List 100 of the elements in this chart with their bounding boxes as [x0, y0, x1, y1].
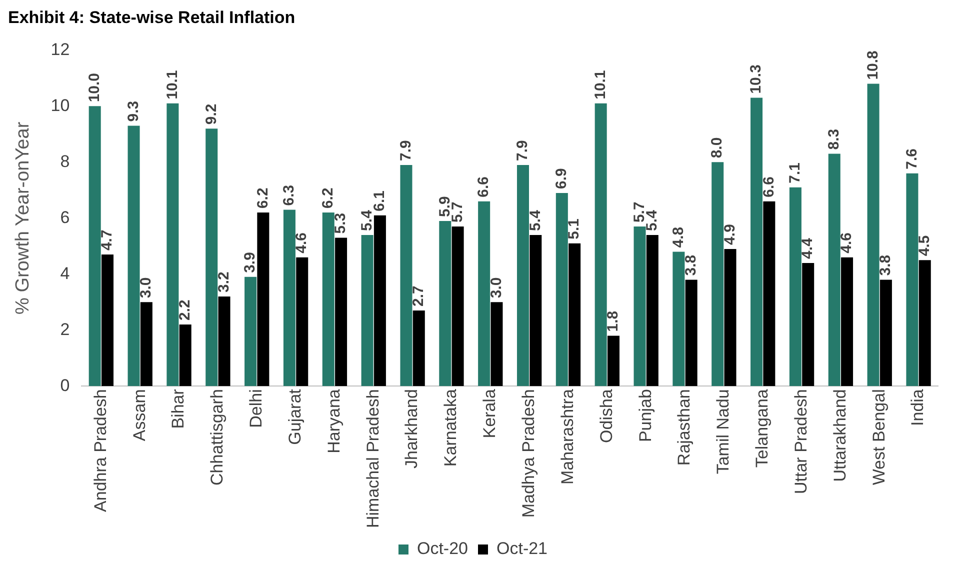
data-label: 3.8 — [682, 254, 700, 276]
data-label: 5.7 — [448, 202, 466, 223]
data-label: 4.7 — [98, 230, 116, 251]
data-label: 3.0 — [138, 277, 155, 298]
y-tick-label: 0 — [60, 376, 70, 395]
bar — [516, 164, 529, 386]
x-tick-label: Uttar Pradesh — [791, 389, 810, 494]
x-tick-label: Odisha — [596, 388, 616, 443]
data-label: 6.1 — [371, 190, 388, 212]
bar — [361, 234, 374, 386]
bar — [322, 212, 334, 386]
data-label: 4.4 — [799, 237, 816, 259]
x-tick-label: Gujarat — [285, 388, 304, 445]
data-label: 7.9 — [514, 140, 532, 161]
data-label: 9.3 — [124, 100, 142, 122]
data-label: 5.4 — [526, 209, 544, 231]
x-tick-label: Assam — [130, 389, 149, 442]
bar — [594, 103, 607, 386]
data-label: 9.2 — [202, 104, 220, 125]
bar — [918, 260, 931, 386]
bar — [712, 162, 724, 386]
bar — [478, 201, 490, 386]
data-label: 3.8 — [877, 254, 894, 276]
bar — [400, 164, 412, 386]
bar — [128, 126, 140, 386]
x-tick-label: Andhra Pradesh — [90, 389, 110, 512]
data-label: 10.1 — [164, 70, 181, 100]
bar — [789, 187, 802, 386]
bar — [607, 336, 620, 386]
bar — [685, 280, 698, 386]
bar — [880, 280, 892, 386]
data-label: 6.6 — [475, 176, 492, 198]
bar — [802, 262, 814, 386]
data-label: 7.9 — [397, 140, 414, 161]
x-tick-label: Karnataka — [441, 388, 460, 467]
data-label: 6.6 — [760, 176, 778, 198]
data-label: 10.1 — [592, 70, 609, 100]
bar — [257, 212, 270, 386]
x-tick-label: Maharashtra — [558, 388, 577, 485]
legend-label: Oct-21 — [496, 539, 548, 558]
bar — [218, 296, 230, 386]
bar — [634, 226, 646, 386]
x-tick-label: Bihar — [168, 388, 188, 429]
data-label: 3.2 — [215, 272, 232, 293]
data-label: 8.0 — [708, 137, 726, 158]
data-label: 7.1 — [786, 162, 804, 184]
data-label: 7.6 — [903, 148, 920, 170]
bar — [374, 215, 386, 386]
bar — [88, 106, 101, 386]
y-tick-label: 4 — [60, 264, 70, 283]
bar — [841, 257, 854, 386]
bar — [283, 210, 296, 386]
data-label: 6.2 — [254, 188, 272, 209]
bar — [530, 234, 542, 386]
x-tick-label: Tamil Nadu — [714, 389, 733, 474]
data-label: 1.8 — [604, 310, 622, 332]
data-label: 4.8 — [670, 226, 687, 248]
bar — [490, 302, 503, 386]
data-label: 2.2 — [176, 300, 194, 321]
bar — [412, 310, 425, 386]
bar — [179, 324, 192, 386]
bar — [439, 220, 452, 386]
x-tick-label: Jharkhand — [402, 389, 422, 468]
x-tick-label: Himachal Pradesh — [363, 389, 382, 528]
chart-title: Exhibit 4: State-wise Retail Inflation — [8, 8, 296, 28]
bar — [906, 173, 918, 386]
bar — [646, 234, 658, 386]
x-tick-label: India — [908, 388, 928, 426]
bar — [828, 154, 840, 386]
bar — [867, 84, 880, 386]
x-tick-label: Uttarakhand — [830, 389, 850, 482]
bar — [166, 103, 179, 386]
data-label: 4.9 — [721, 224, 738, 245]
bar — [244, 276, 257, 386]
bar — [296, 257, 308, 386]
bar — [724, 248, 736, 386]
x-tick-label: Kerala — [480, 388, 500, 438]
data-label: 6.9 — [553, 168, 570, 189]
bar — [750, 98, 763, 386]
data-label: 10.3 — [748, 64, 765, 94]
data-label: 6.2 — [320, 188, 337, 209]
data-label: 4.6 — [293, 232, 310, 254]
data-label: 8.3 — [826, 128, 843, 150]
bar — [335, 238, 348, 386]
data-label: 4.5 — [916, 235, 934, 256]
bar — [568, 243, 581, 386]
data-label: 4.6 — [838, 232, 856, 254]
data-label: 2.7 — [410, 286, 428, 307]
data-label: 5.3 — [332, 212, 350, 234]
data-label: 10.0 — [86, 72, 103, 102]
legend-label: Oct-20 — [416, 539, 468, 558]
bar — [206, 128, 218, 386]
data-label: 10.8 — [864, 50, 882, 80]
bar — [452, 226, 464, 386]
x-tick-label: Haryana — [324, 388, 344, 454]
bar — [101, 254, 114, 386]
x-tick-label: Madhya Pradesh — [519, 389, 538, 518]
data-label: 5.4 — [358, 209, 376, 231]
data-label: 6.3 — [280, 184, 298, 206]
bar — [556, 192, 568, 386]
